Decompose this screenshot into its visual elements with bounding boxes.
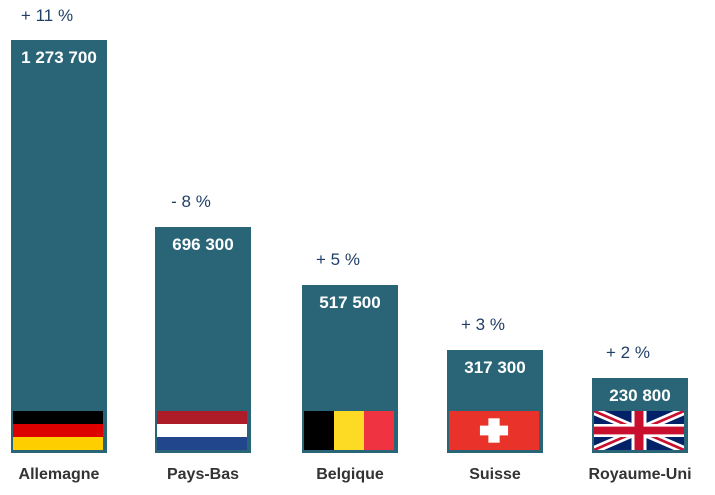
value-label: 517 500 [319,293,381,312]
switzerland-flag-icon [449,411,539,450]
category-label: Allemagne [18,466,100,483]
change-label: + 11 % [20,6,74,25]
category-label: Pays-Bas [166,466,240,483]
germany-flag-icon [13,411,103,450]
category-label: Royaume-Uni [588,466,692,483]
category-label: Suisse [469,466,521,483]
value-label: 1 273 700 [21,48,97,67]
value-label: 696 300 [172,235,234,254]
value-label: 230 800 [609,386,671,405]
value-label: 317 300 [464,358,526,377]
category-label: Belgique [316,466,384,483]
bar-allemagne [11,40,107,453]
netherlands-flag-icon [157,411,247,450]
united-kingdom-flag-icon [594,411,684,450]
change-label: + 5 % [316,250,360,269]
change-label: - 8 % [171,192,211,211]
change-label: + 3 % [461,315,505,334]
change-label: + 2 % [606,343,650,362]
belgium-flag-icon [304,411,394,450]
